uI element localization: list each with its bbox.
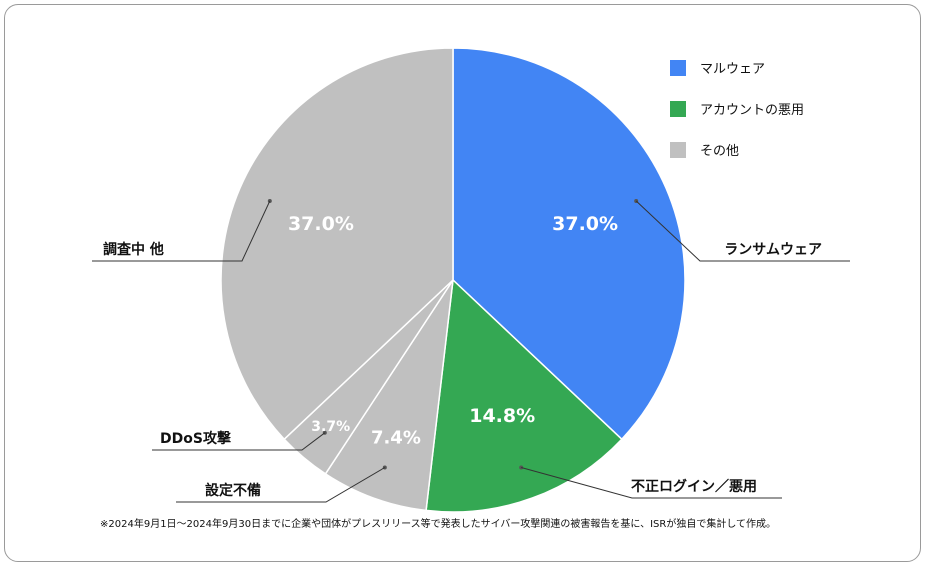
pie-slice (425, 278, 623, 513)
pie-slice (452, 47, 686, 441)
value-label: 3.7% (311, 419, 350, 435)
legend-label: アカウントの悪用 (700, 103, 804, 118)
legend-swatch (670, 142, 686, 158)
category-label: 調査中 他 (103, 241, 164, 258)
leader-line (635, 200, 850, 262)
category-label: 設定不備 (205, 482, 261, 499)
pie-slices (220, 47, 686, 513)
leader-lines (92, 199, 850, 503)
legend-swatch (670, 60, 686, 76)
footnote: ※2024年9月1日～2024年9月30日までに企業や団体がプレスリリース等で発… (100, 519, 777, 530)
value-label: 37.0% (288, 213, 354, 235)
pie-slice (220, 47, 454, 441)
category-label: ランサムウェア (724, 242, 822, 258)
legend-swatch (670, 101, 686, 117)
category-label: DDoS攻撃 (160, 430, 231, 447)
legend-label: マルウェア (700, 62, 765, 77)
pie-slice (324, 279, 454, 512)
value-labels: 37.0% 14.8% 7.4% 3.7% 37.0% (288, 213, 618, 449)
value-label: 7.4% (371, 427, 421, 448)
legend-label: その他 (700, 144, 739, 159)
leader-line (521, 467, 782, 499)
category-label: 不正ログイン／悪用 (631, 478, 757, 495)
leader-line (176, 467, 386, 503)
leader-line (152, 432, 326, 451)
value-label: 14.8% (469, 405, 535, 427)
leader-line (92, 200, 271, 262)
value-label: 37.0% (552, 213, 618, 235)
